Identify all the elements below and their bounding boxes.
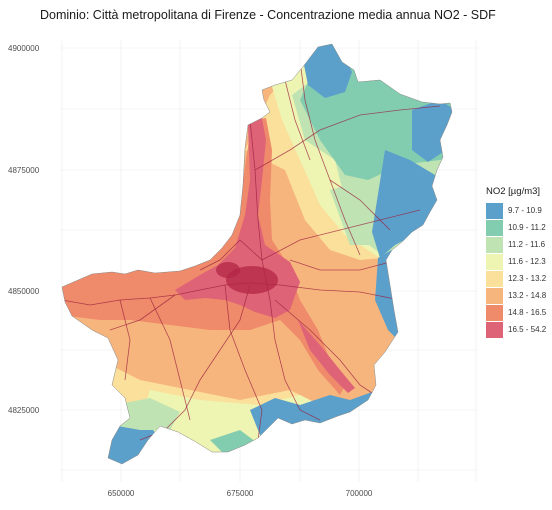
legend-item: 11.6 - 12.3 [486, 253, 546, 270]
legend-swatch [486, 253, 503, 270]
class-9.7-10.9-area-south [98, 392, 378, 464]
legend-swatch [486, 270, 503, 287]
y-tick-4825000: 4825000 [8, 406, 40, 415]
legend-swatch [486, 236, 503, 253]
legend-item: 12.3 - 13.2 [486, 270, 546, 287]
legend-title: NO2 [µg/m3] [486, 186, 541, 197]
region-boundary [61, 43, 453, 465]
legend-swatch [486, 219, 503, 236]
urban-area-firenze [216, 262, 278, 294]
legend-label: 12.3 - 13.2 [508, 274, 547, 283]
x-tick-700000: 700000 [346, 489, 373, 498]
x-tick-675000: 675000 [227, 489, 254, 498]
legend-swatch [486, 321, 503, 338]
x-tick-650000: 650000 [108, 489, 135, 498]
legend: NO2 [µg/m3] 9.7 - 10.9 10.9 - 11.2 11.2 - … [486, 186, 546, 338]
class-16.5-54.2-area [175, 118, 355, 393]
y-tick-4850000: 4850000 [8, 287, 40, 296]
legend-item: 14.8 - 16.5 [486, 304, 546, 321]
no2-concentration-raster [62, 44, 452, 464]
class-11.2-11.6-area-south [112, 398, 180, 430]
legend-label: 13.2 - 14.8 [508, 291, 547, 300]
legend-item: 11.2 - 11.6 [486, 236, 546, 253]
y-tick-4875000: 4875000 [8, 166, 40, 175]
legend-item: 10.9 - 11.2 [486, 219, 546, 236]
y-tick-4900000: 4900000 [8, 44, 40, 53]
legend-label: 14.8 - 16.5 [508, 308, 547, 317]
map-title: Dominio: Città metropolitana di Firenze … [40, 8, 496, 22]
legend-label: 10.9 - 11.2 [508, 223, 546, 232]
legend-item: 13.2 - 14.8 [486, 287, 546, 304]
legend-label: 11.2 - 11.6 [508, 240, 546, 249]
legend-item: 9.7 - 10.9 [486, 202, 546, 219]
legend-label: 9.7 - 10.9 [508, 206, 542, 215]
legend-items: 9.7 - 10.9 10.9 - 11.2 11.2 - 11.6 11.6 - 1… [486, 202, 546, 338]
class-9.7-10.9-area-north [302, 44, 452, 258]
legend-label: 16.5 - 54.2 [508, 325, 547, 334]
legend-label: 11.6 - 12.3 [508, 257, 546, 266]
legend-item: 16.5 - 54.2 [486, 321, 546, 338]
legend-swatch [486, 202, 503, 219]
legend-swatch [486, 287, 503, 304]
legend-swatch [486, 304, 503, 321]
